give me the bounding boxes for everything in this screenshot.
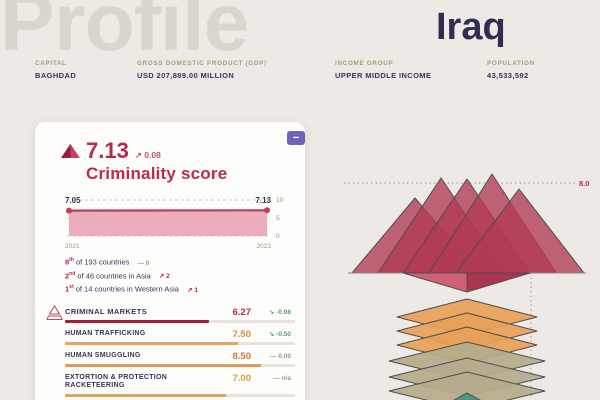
stat-gdp: GROSS DOMESTIC PRODUCT (GDP) USD 207,889… <box>137 60 267 80</box>
stat-value: USD 207,889.00 MILLION <box>137 71 235 80</box>
trend-point-start <box>66 207 72 214</box>
score-bar-track <box>65 342 295 345</box>
criminal-markets-section: CRIMINAL MARKETS 6.27 ↘ -0.08 HUMAN TRAF… <box>46 304 295 400</box>
criminality-score-card: − 7.13 ↗ 0.08 Criminality score 7.05 <box>35 122 305 400</box>
stat-income-group: INCOME GROUP UPPER MIDDLE INCOME <box>335 60 431 80</box>
stat-label: CAPITAL <box>35 60 67 67</box>
market-value: 7.50 <box>232 328 252 340</box>
y-tick-5: 5 <box>276 215 280 222</box>
score-bar-fill <box>65 394 226 397</box>
stacked-layers <box>388 298 546 400</box>
trend-start-label: 7.05 <box>65 196 81 205</box>
stat-label: GROSS DOMESTIC PRODUCT (GDP) <box>137 60 267 67</box>
market-row-human-trafficking: HUMAN TRAFFICKING 7.50 ↘ -0.50 <box>65 328 295 345</box>
criminal-markets-pyramid-chart: 8.0 <box>344 173 589 400</box>
score-bar-track <box>65 394 295 397</box>
stat-label: POPULATION <box>487 60 535 67</box>
score-bar-track <box>65 364 295 367</box>
score-bar-fill <box>65 320 210 323</box>
criminality-pyramid-icon <box>61 144 80 158</box>
ranking-trend: ↗ 2 <box>158 273 170 280</box>
ranking-trend: ↗ 1 <box>187 286 198 294</box>
market-trend: ↘ -0.08 <box>268 308 291 316</box>
stat-label: INCOME GROUP <box>335 60 394 67</box>
trend-end-label: 7.13 <box>255 196 271 205</box>
x-label-2021: 2021 <box>65 243 80 250</box>
market-trend: ↘ -0.50 <box>268 330 291 338</box>
ranking-trend: — 0 <box>137 259 150 267</box>
stat-capital: CAPITAL BAGHDAD <box>35 60 76 80</box>
criminality-score-value: 7.13 <box>86 138 129 163</box>
score-bar-fill <box>65 364 261 367</box>
criminality-trend-chart: 7.05 7.13 10 5 0 2021 2023 <box>65 196 284 250</box>
stat-value: UPPER MIDDLE INCOME <box>335 71 432 80</box>
card-title: Criminality score <box>86 164 228 183</box>
ranking-western-asia: 1st of 14 countries in Western Asia ↗ 1 <box>65 284 198 294</box>
market-label: EXTORTION & PROTECTION RACKETEERING <box>65 373 168 390</box>
market-trend: — 0.00 <box>270 352 291 360</box>
teal-layer-tip <box>453 392 481 400</box>
khaki-layer-3 <box>388 371 546 400</box>
reflection-left <box>402 272 468 293</box>
criminal-markets-pyramid-icon <box>46 304 63 320</box>
score-bar-fill <box>65 342 238 345</box>
score-bar-track <box>65 320 295 323</box>
market-label: HUMAN SMUGGLING <box>65 351 141 359</box>
stat-value: BAGHDAD <box>35 71 77 80</box>
mountain-peaks <box>351 173 585 274</box>
market-label: HUMAN TRAFFICKING <box>65 329 146 337</box>
page-background-title: Profile <box>0 0 249 68</box>
market-value: 6.27 <box>232 306 252 318</box>
reflection-right <box>466 272 531 293</box>
trend-point-end <box>264 207 270 214</box>
trend-area <box>69 210 267 236</box>
country-name: Iraq <box>436 6 506 48</box>
stat-value: 43,533,592 <box>487 71 529 80</box>
x-label-2023: 2023 <box>257 243 272 250</box>
market-row-human-smuggling: HUMAN SMUGGLING 8.50 — 0.00 <box>65 350 295 367</box>
market-value: 8.50 <box>232 350 252 362</box>
market-row-extortion: EXTORTION & PROTECTION RACKETEERING 7.00… <box>65 372 295 397</box>
y-tick-0: 0 <box>276 233 280 240</box>
reference-line-label: 8.0 <box>579 179 589 188</box>
market-trend: — n/a <box>273 374 291 382</box>
stat-population: POPULATION 43,533,592 <box>487 60 535 80</box>
score-header: 7.13 ↗ 0.08 Criminality score <box>61 140 295 184</box>
ranking-asia: 2nd of 46 countries in Asia ↗ 2 <box>65 270 170 281</box>
y-tick-10: 10 <box>276 197 284 204</box>
criminal-markets-header-row[interactable]: CRIMINAL MARKETS 6.27 ↘ -0.08 <box>65 306 295 323</box>
criminality-score-trend: ↗ 0.08 <box>134 150 161 160</box>
rankings-list: 8th of 193 countries — 0 2nd of 46 count… <box>65 255 295 296</box>
market-value: 7.00 <box>232 372 252 384</box>
ranking-world: 8th of 193 countries — 0 <box>65 257 150 267</box>
market-label: CRIMINAL MARKETS <box>65 306 148 316</box>
collapse-card-button[interactable]: − <box>287 131 305 145</box>
